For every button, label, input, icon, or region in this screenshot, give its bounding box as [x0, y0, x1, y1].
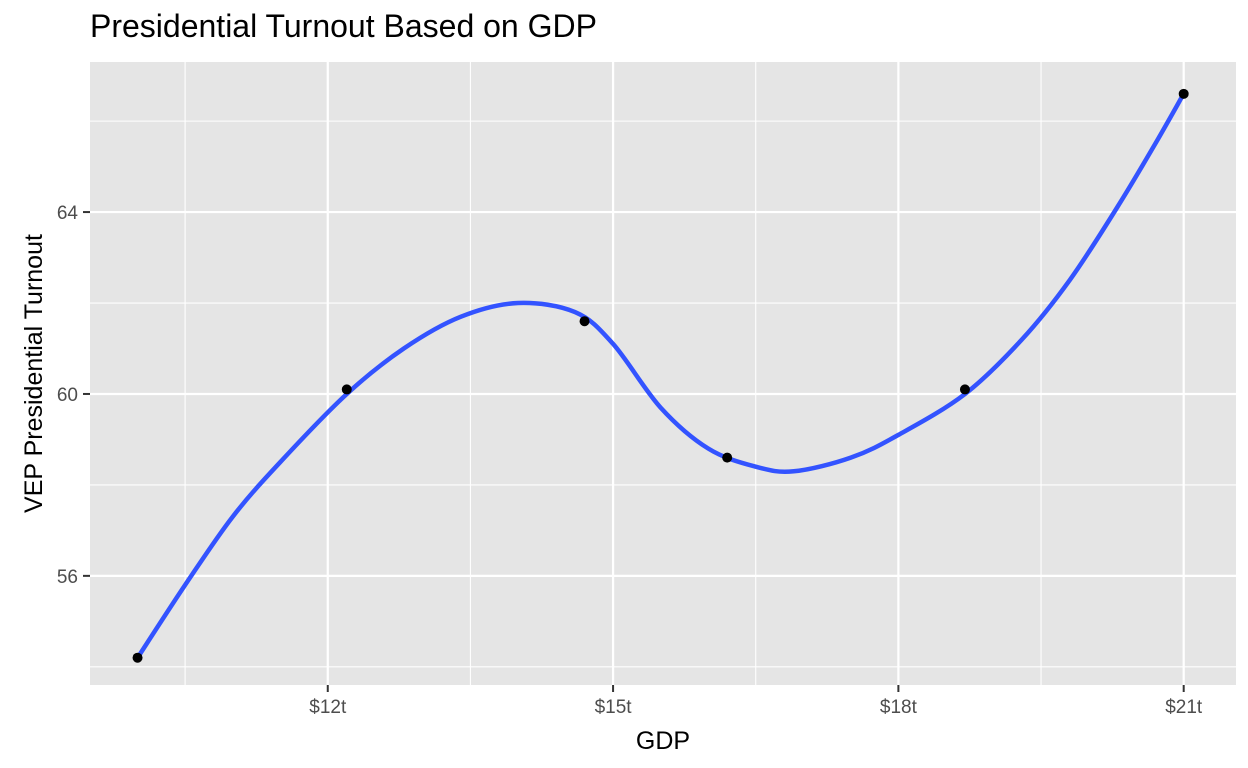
- x-tick-label: $21t: [1165, 697, 1203, 718]
- tick-labels: $12t $15t $18t $21t 56 60 64: [57, 203, 1203, 718]
- data-point: [722, 452, 733, 463]
- y-axis-title: VEP Presidential Turnout: [20, 234, 48, 513]
- smooth-line: [135, 91, 1186, 660]
- plot-panel: [90, 62, 1236, 685]
- major-grid: [90, 62, 1236, 685]
- x-tick-label: $15t: [595, 697, 633, 718]
- data-point: [341, 384, 352, 395]
- data-points: [132, 88, 1189, 663]
- data-point: [132, 652, 143, 663]
- axis-ticks: [83, 211, 1185, 692]
- chart-title: Presidential Turnout Based on GDP: [90, 8, 597, 44]
- y-tick-label: 64: [57, 203, 79, 224]
- x-axis-title: GDP: [636, 727, 690, 755]
- data-point: [579, 316, 590, 327]
- x-tick-label: $12t: [309, 697, 347, 718]
- y-tick-label: 60: [57, 385, 78, 406]
- data-point: [959, 384, 970, 395]
- x-tick-label: $18t: [880, 697, 918, 718]
- data-point: [1178, 88, 1189, 99]
- y-tick-label: 56: [57, 567, 78, 588]
- minor-grid: [90, 62, 1236, 685]
